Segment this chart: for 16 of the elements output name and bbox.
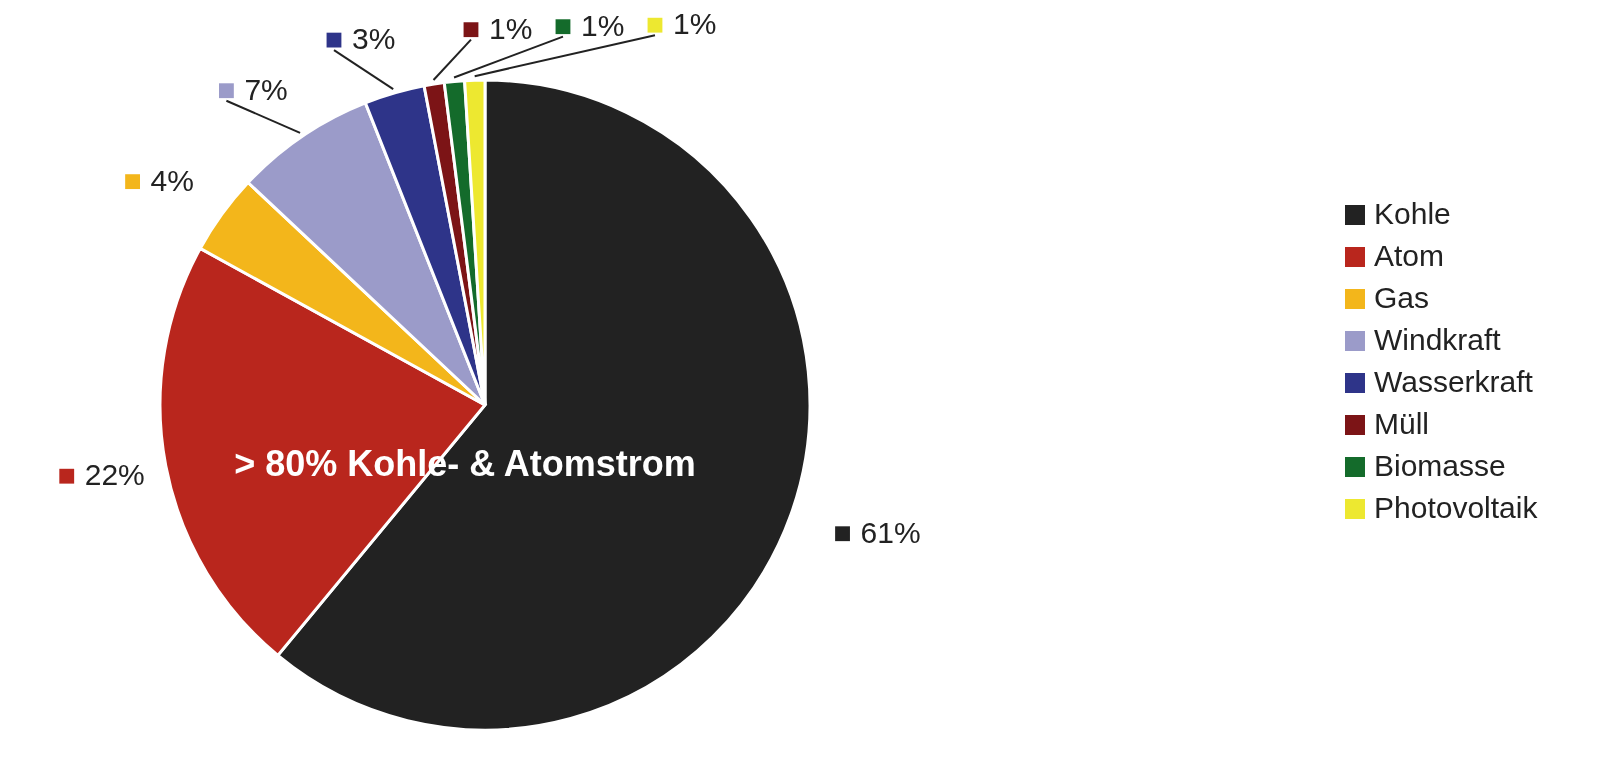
legend-label: Kohle <box>1374 197 1451 230</box>
legend-label: Gas <box>1374 281 1430 314</box>
legend-label: Wasserkraft <box>1374 365 1534 398</box>
legend-label: Windkraft <box>1374 323 1502 356</box>
data-label: 61% <box>860 515 921 549</box>
legend-label: Photovoltaik <box>1374 491 1539 524</box>
data-label: 7% <box>244 72 288 106</box>
data-label: 4% <box>150 163 194 197</box>
data-label: 3% <box>351 22 396 56</box>
data-label: 22% <box>84 458 145 492</box>
legend-label: Atom <box>1374 239 1445 272</box>
legend-label: Müll <box>1374 407 1430 440</box>
data-label: 1% <box>488 11 533 45</box>
data-label: 1% <box>672 7 717 41</box>
data-label: 1% <box>580 8 625 42</box>
legend-label: Biomasse <box>1374 449 1506 482</box>
